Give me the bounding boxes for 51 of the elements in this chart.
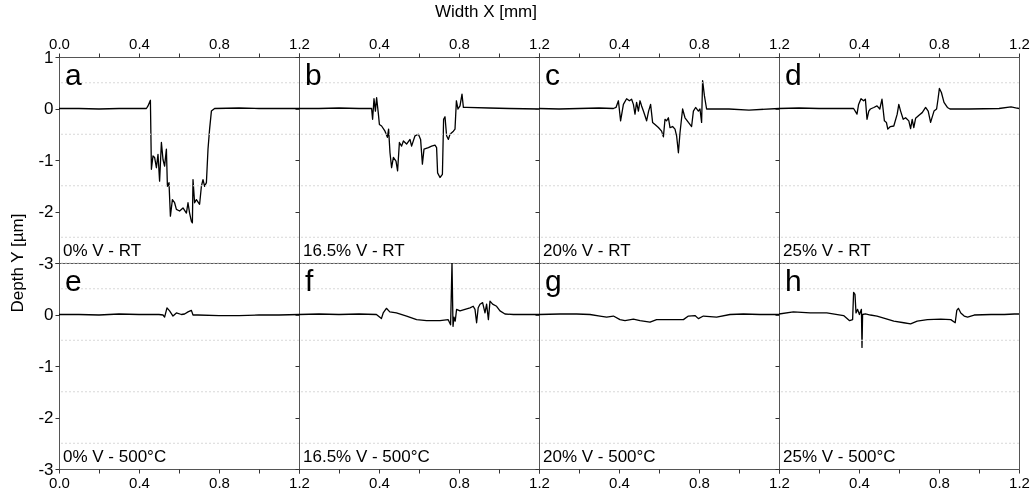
x-tick-label: 1.2 <box>769 473 790 491</box>
annotation: 0% V - 500°C <box>63 447 167 466</box>
y-tick-label: -3 <box>38 459 54 479</box>
y-tick-label: -1 <box>38 150 54 170</box>
y-tick-label: -2 <box>38 202 54 221</box>
x-tick-label: 0.4 <box>129 473 150 491</box>
x-axis-title: Width X [mm] <box>435 2 538 22</box>
x-tick-label: 0.4 <box>609 473 630 491</box>
y-tick-label: -3 <box>38 253 54 273</box>
annotation: 16.5% V - RT <box>303 241 405 260</box>
y-tick-label: -1 <box>38 356 54 376</box>
x-tick-label: 1.2 <box>1009 473 1030 491</box>
x-tick-label: 0.4 <box>369 34 390 52</box>
annotation: c <box>545 58 560 91</box>
y-tick-label: 0 <box>44 99 54 118</box>
x-tick-label: 1.2 <box>1009 34 1030 52</box>
x-tick-label: 0.8 <box>449 34 470 52</box>
x-tick-label: 0.8 <box>209 473 230 491</box>
y-tick-label: -2 <box>38 408 54 427</box>
x-tick-label: 1.2 <box>529 473 550 491</box>
annotation: 20% V - 500°C <box>543 447 656 466</box>
x-tick-label: 0.8 <box>689 473 710 491</box>
x-tick-label: 0.4 <box>369 473 390 491</box>
annotation: h <box>785 264 802 297</box>
x-tick-label: 1.2 <box>289 34 310 52</box>
x-tick-label: 1.2 <box>529 34 550 52</box>
y-axis-title: Depth Y [µm] <box>7 213 28 313</box>
x-tick-label: 0.4 <box>609 34 630 52</box>
x-tick-label: 0.8 <box>929 34 950 52</box>
x-tick-label: 0.8 <box>449 473 470 491</box>
x-tick-label: 1.2 <box>769 34 790 52</box>
x-tick-label: 0.4 <box>849 34 870 52</box>
annotation: 20% V - RT <box>543 241 631 260</box>
x-tick-label: 0.4 <box>849 473 870 491</box>
x-tick-label: 0.0 <box>49 34 70 52</box>
annotation: f <box>305 264 314 297</box>
x-tick-label: 1.2 <box>289 473 310 491</box>
annotation: 16.5% V - 500°C <box>303 447 430 466</box>
annotation: a <box>65 58 82 91</box>
annotation: g <box>545 264 562 297</box>
y-tick-label: 0 <box>44 305 54 324</box>
x-tick-label: 0.8 <box>689 34 710 52</box>
x-tick-label: 0.4 <box>129 34 150 52</box>
x-tick-label: 0.8 <box>929 473 950 491</box>
annotation: 0% V - RT <box>63 241 142 260</box>
x-tick-label: 0.8 <box>209 34 230 52</box>
annotation: b <box>305 58 322 91</box>
annotation: 25% V - 500°C <box>783 447 896 466</box>
annotation: 25% V - RT <box>783 241 871 260</box>
annotation: e <box>65 264 82 297</box>
annotation: d <box>785 58 802 91</box>
